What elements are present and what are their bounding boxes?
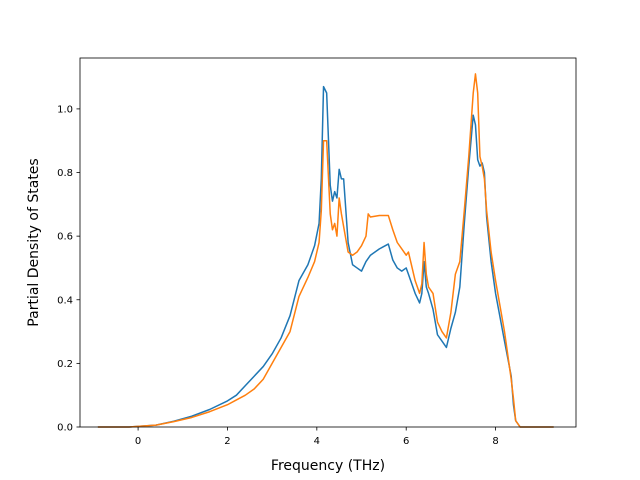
series-layer: [97, 73, 554, 428]
series-line-1: [97, 85, 554, 428]
x-axis: 0 2 4 6 8: [135, 427, 499, 447]
y-axis-label: Partial Density of States: [26, 158, 42, 326]
y-tick-label: 0.2: [57, 359, 73, 370]
x-tick-label: 8: [492, 436, 498, 447]
x-tick-label: 6: [403, 436, 409, 447]
x-tick-label: 4: [314, 436, 320, 447]
y-axis: 0.0 0.2 0.4 0.6 0.8 1.0: [57, 104, 80, 434]
series-line-2: [97, 73, 554, 428]
x-axis-label: Frequency (THz): [271, 458, 385, 474]
y-tick-label: 0.8: [57, 168, 73, 179]
x-tick-label: 2: [224, 436, 230, 447]
plot-area-frame: [79, 57, 577, 428]
y-tick-label: 0.4: [57, 295, 73, 306]
y-tick-label: 0.0: [57, 423, 73, 434]
y-tick-label: 0.6: [57, 232, 73, 243]
x-tick-label: 0: [135, 436, 141, 447]
y-tick-label: 1.0: [57, 104, 73, 115]
